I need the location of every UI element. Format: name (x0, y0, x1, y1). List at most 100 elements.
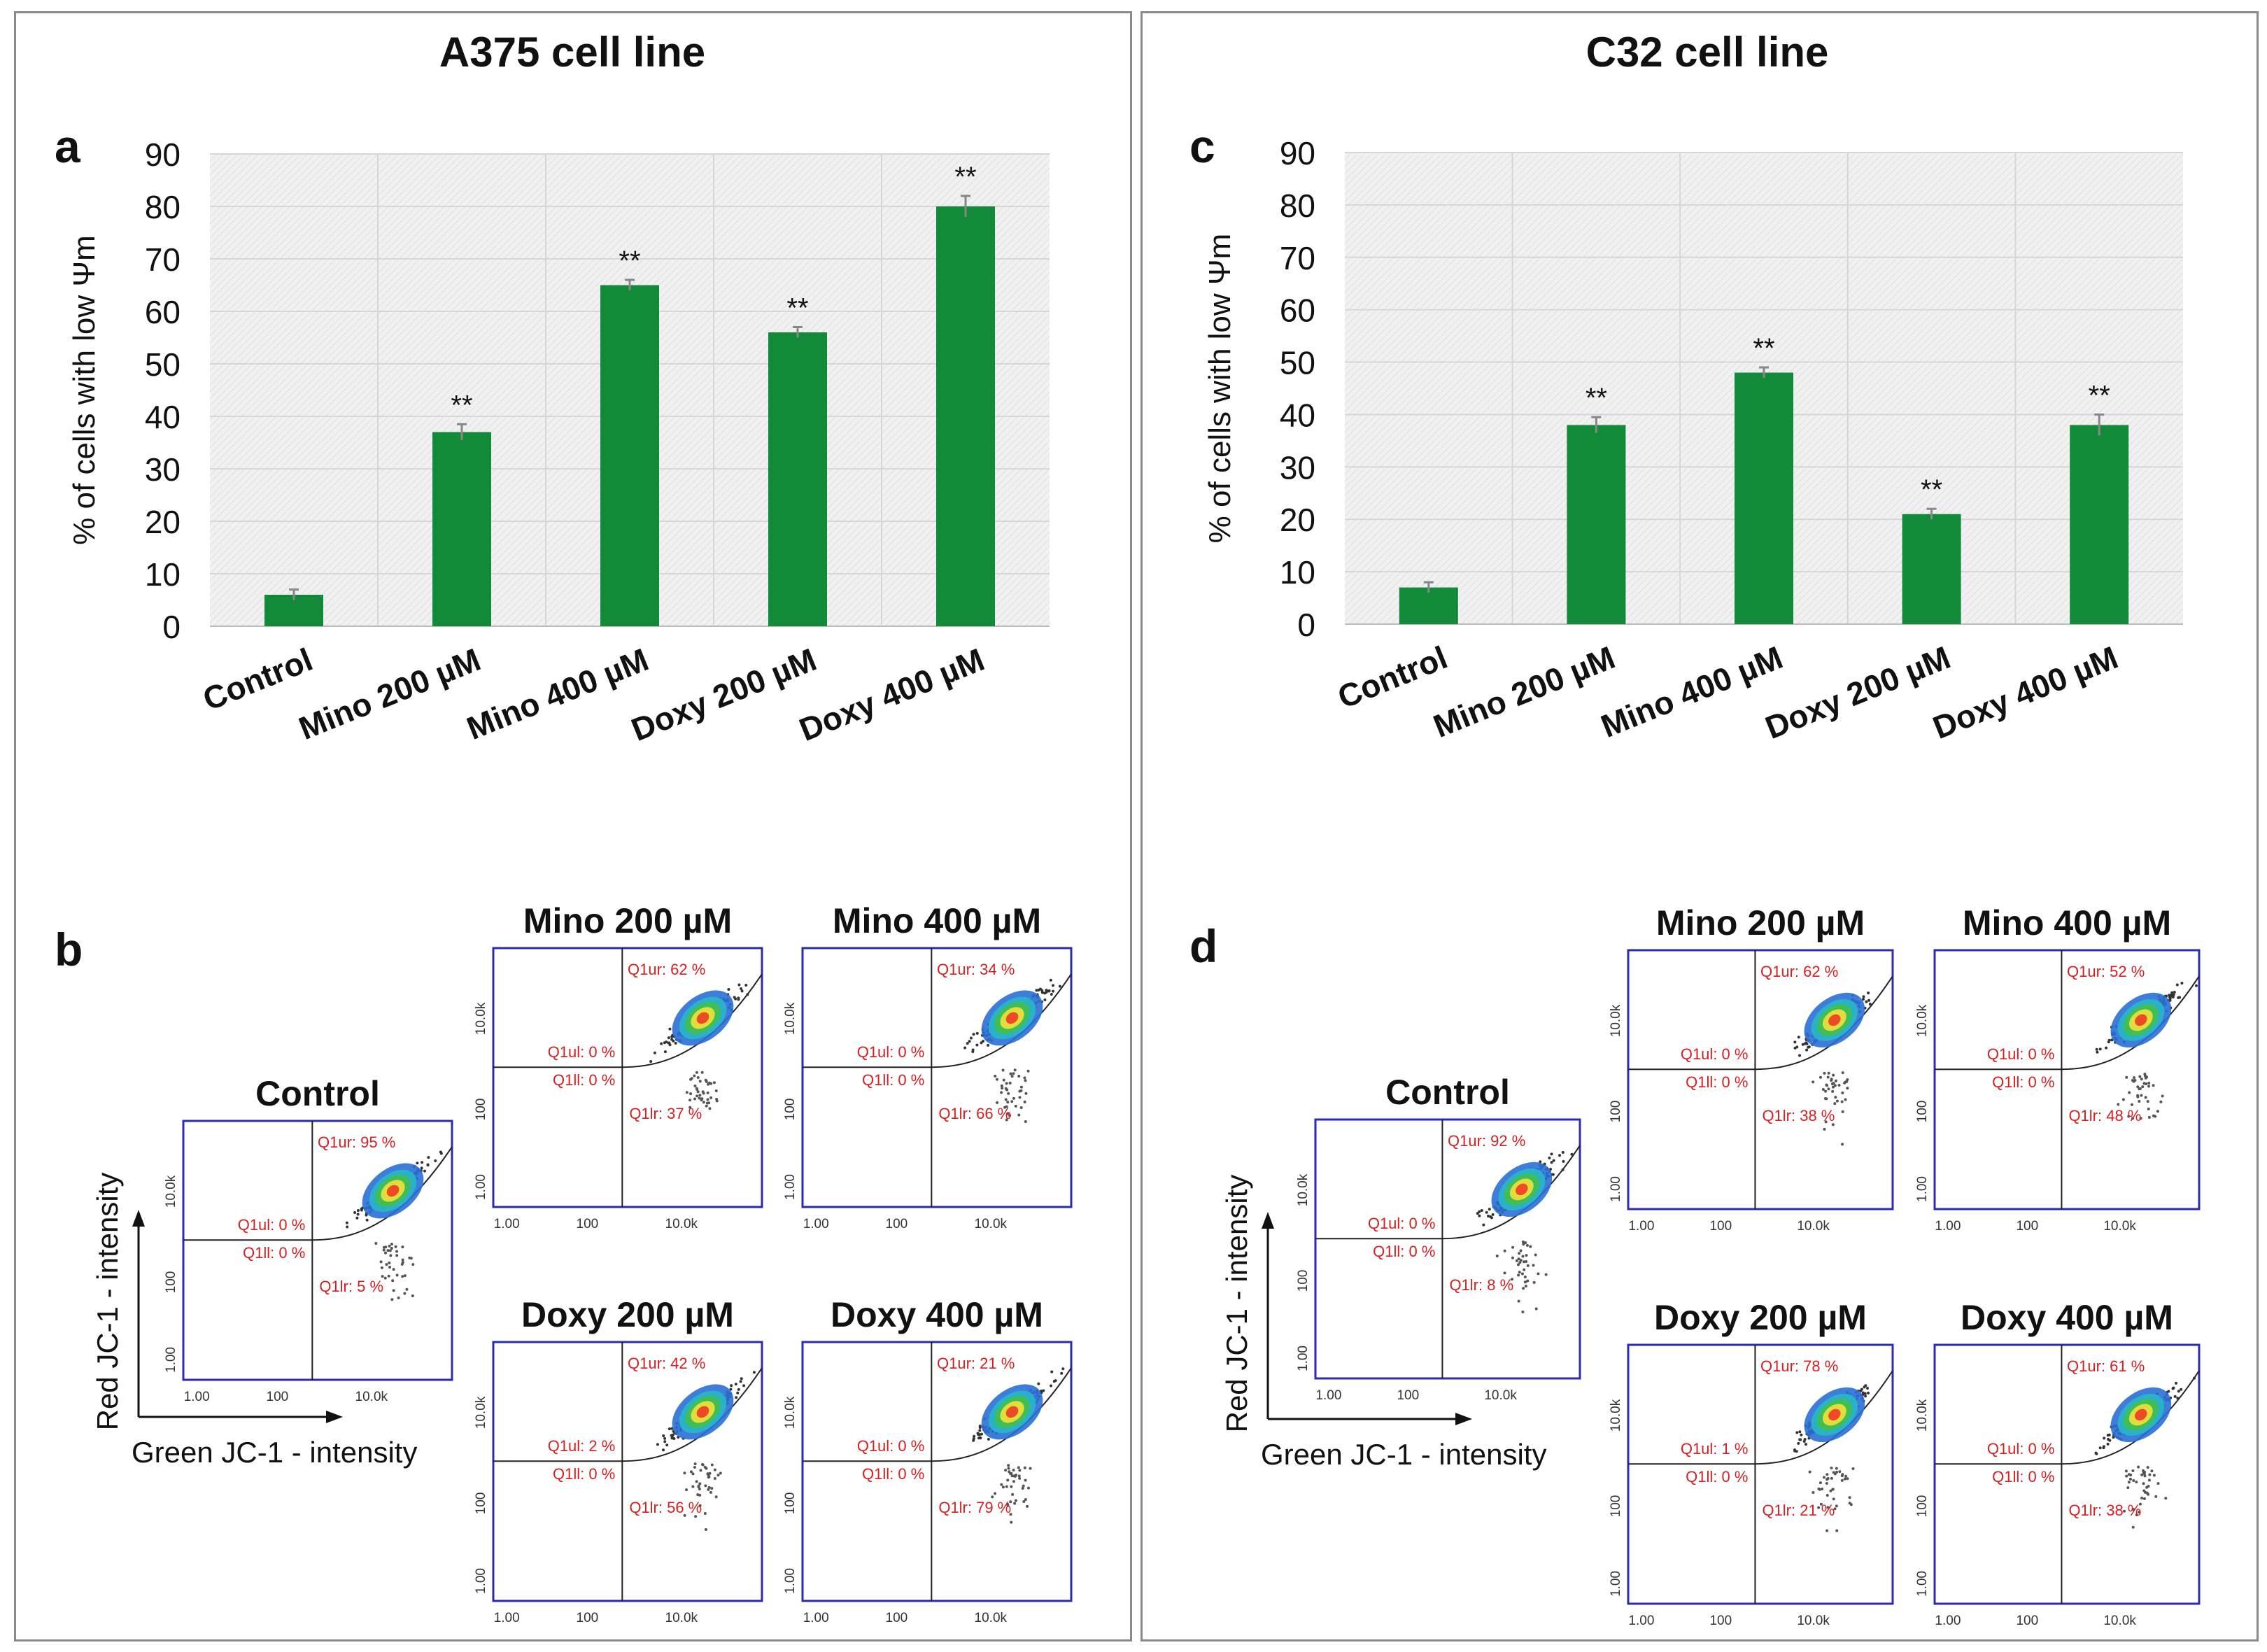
event-dot (1824, 1089, 1828, 1093)
event-dot (1825, 1482, 1828, 1485)
flow-y-tick: 100 (474, 1492, 488, 1515)
flow-plot-frame (1933, 1343, 2201, 1605)
event-dot (380, 1266, 383, 1269)
scatter-cloud (649, 983, 749, 1110)
scatter-cloud (963, 978, 1061, 1124)
flow-y-axis-label: Red JC-1 - intensity (1220, 1175, 1253, 1433)
event-dot (713, 1468, 716, 1471)
event-dot (1522, 1287, 1525, 1290)
event-dot (1485, 1210, 1488, 1214)
event-dot (1525, 1243, 1529, 1247)
density-blob (1005, 1406, 1019, 1418)
event-dot (1482, 1223, 1485, 1227)
event-dot (971, 1050, 975, 1054)
event-dot (1004, 1087, 1008, 1090)
event-dot (740, 1377, 743, 1381)
event-dot (1519, 1249, 1523, 1252)
event-dot (710, 1487, 714, 1490)
event-dot (730, 1384, 733, 1388)
event-dot (381, 1275, 384, 1278)
event-dot (1832, 1073, 1835, 1077)
flow-plot: Doxy 200 µM Q1ur: 78 % Q1ul: 1 % Q1ll: 0 % Q… (1609, 1298, 1894, 1628)
event-dot (1550, 1161, 1553, 1164)
event-dot (683, 1471, 686, 1475)
event-dot (1849, 1503, 1853, 1506)
quadrant-ll-label: Q1ll: 0 % (1992, 1073, 2054, 1091)
flow-plot-frame (1627, 1343, 1894, 1605)
event-dot (1009, 1472, 1012, 1476)
event-dot (1005, 1082, 1008, 1085)
event-dot (1009, 1513, 1012, 1516)
event-dot (1830, 1078, 1833, 1081)
y-tick-label: 40 (1280, 397, 1315, 433)
event-dot (1532, 1280, 1536, 1284)
event-dot (1867, 1391, 1870, 1395)
flow-y-tick: 100 (474, 1099, 488, 1121)
event-dot (1000, 1483, 1003, 1486)
event-dot (1825, 1494, 1829, 1497)
event-dot (1861, 997, 1865, 1001)
event-dot (388, 1244, 391, 1248)
flow-x-tick: 1.00 (1628, 1614, 1654, 1628)
event-dot (685, 1091, 688, 1094)
event-dot (2156, 1482, 2160, 1485)
event-dot (2132, 1479, 2135, 1483)
event-dot (668, 1041, 671, 1045)
event-dot (408, 1256, 411, 1259)
event-dot (1840, 1100, 1844, 1103)
event-dot (1021, 1487, 1024, 1490)
panel-letter-d: d (1189, 920, 1217, 972)
flow-x-tick: 1.00 (494, 1217, 520, 1231)
event-dot (2142, 1497, 2146, 1500)
quadrant-lr-label: Q1lr: 8 % (1449, 1276, 1513, 1294)
event-dot (1825, 1529, 1829, 1532)
event-dot (996, 1101, 999, 1104)
event-dot (709, 1490, 712, 1494)
event-dot (697, 1484, 700, 1488)
event-dot (1544, 1273, 1548, 1276)
event-dot (2127, 1115, 2131, 1118)
event-dot (1812, 1490, 1815, 1494)
quadrant-lr-label: Q1lr: 38 % (1762, 1107, 1835, 1124)
event-dot (698, 1482, 702, 1485)
event-dot (1808, 1470, 1812, 1474)
event-dot (693, 1462, 697, 1466)
event-dot (420, 1166, 423, 1170)
event-dot (1798, 1054, 1802, 1057)
event-dot (1833, 1084, 1837, 1087)
event-dot (421, 1161, 424, 1164)
event-dot (2125, 1474, 2128, 1478)
event-dot (1521, 1255, 1525, 1258)
event-dot (709, 1096, 713, 1099)
event-dot (663, 1440, 667, 1443)
y-arrow-head (1262, 1212, 1274, 1229)
event-dot (2126, 1486, 2130, 1490)
quadrant-ul-label: Q1ul: 0 % (1987, 1440, 2055, 1457)
event-dot (2171, 995, 2175, 998)
flow-x-tick: 100 (2016, 1219, 2038, 1234)
quadrant-ur-label: Q1ur: 62 % (628, 961, 705, 978)
event-dot (423, 1169, 427, 1173)
event-dot (389, 1254, 393, 1257)
event-dot (1009, 1500, 1012, 1504)
flow-y-tick: 100 (1915, 1101, 1930, 1123)
event-dot (693, 1465, 696, 1469)
event-dot (740, 987, 743, 991)
event-dot (1002, 1078, 1005, 1082)
event-dot (1835, 1099, 1839, 1103)
quadrant-ur-label: Q1ur: 42 % (628, 1355, 705, 1372)
gate-curve (622, 1367, 763, 1462)
event-dot (2135, 1513, 2138, 1517)
event-dot (689, 1470, 693, 1474)
event-dot (1480, 1209, 1483, 1213)
event-dot (1840, 1478, 1844, 1482)
event-dot (1798, 1438, 1802, 1441)
event-dot (1829, 1489, 1832, 1492)
flow-plot: Doxy 400 µM Q1ur: 61 % Q1ul: 0 % Q1ll: 0 % Q… (1915, 1298, 2201, 1628)
event-dot (1022, 1484, 1025, 1488)
density-blob (696, 1012, 709, 1024)
event-dot (1488, 1215, 1492, 1218)
